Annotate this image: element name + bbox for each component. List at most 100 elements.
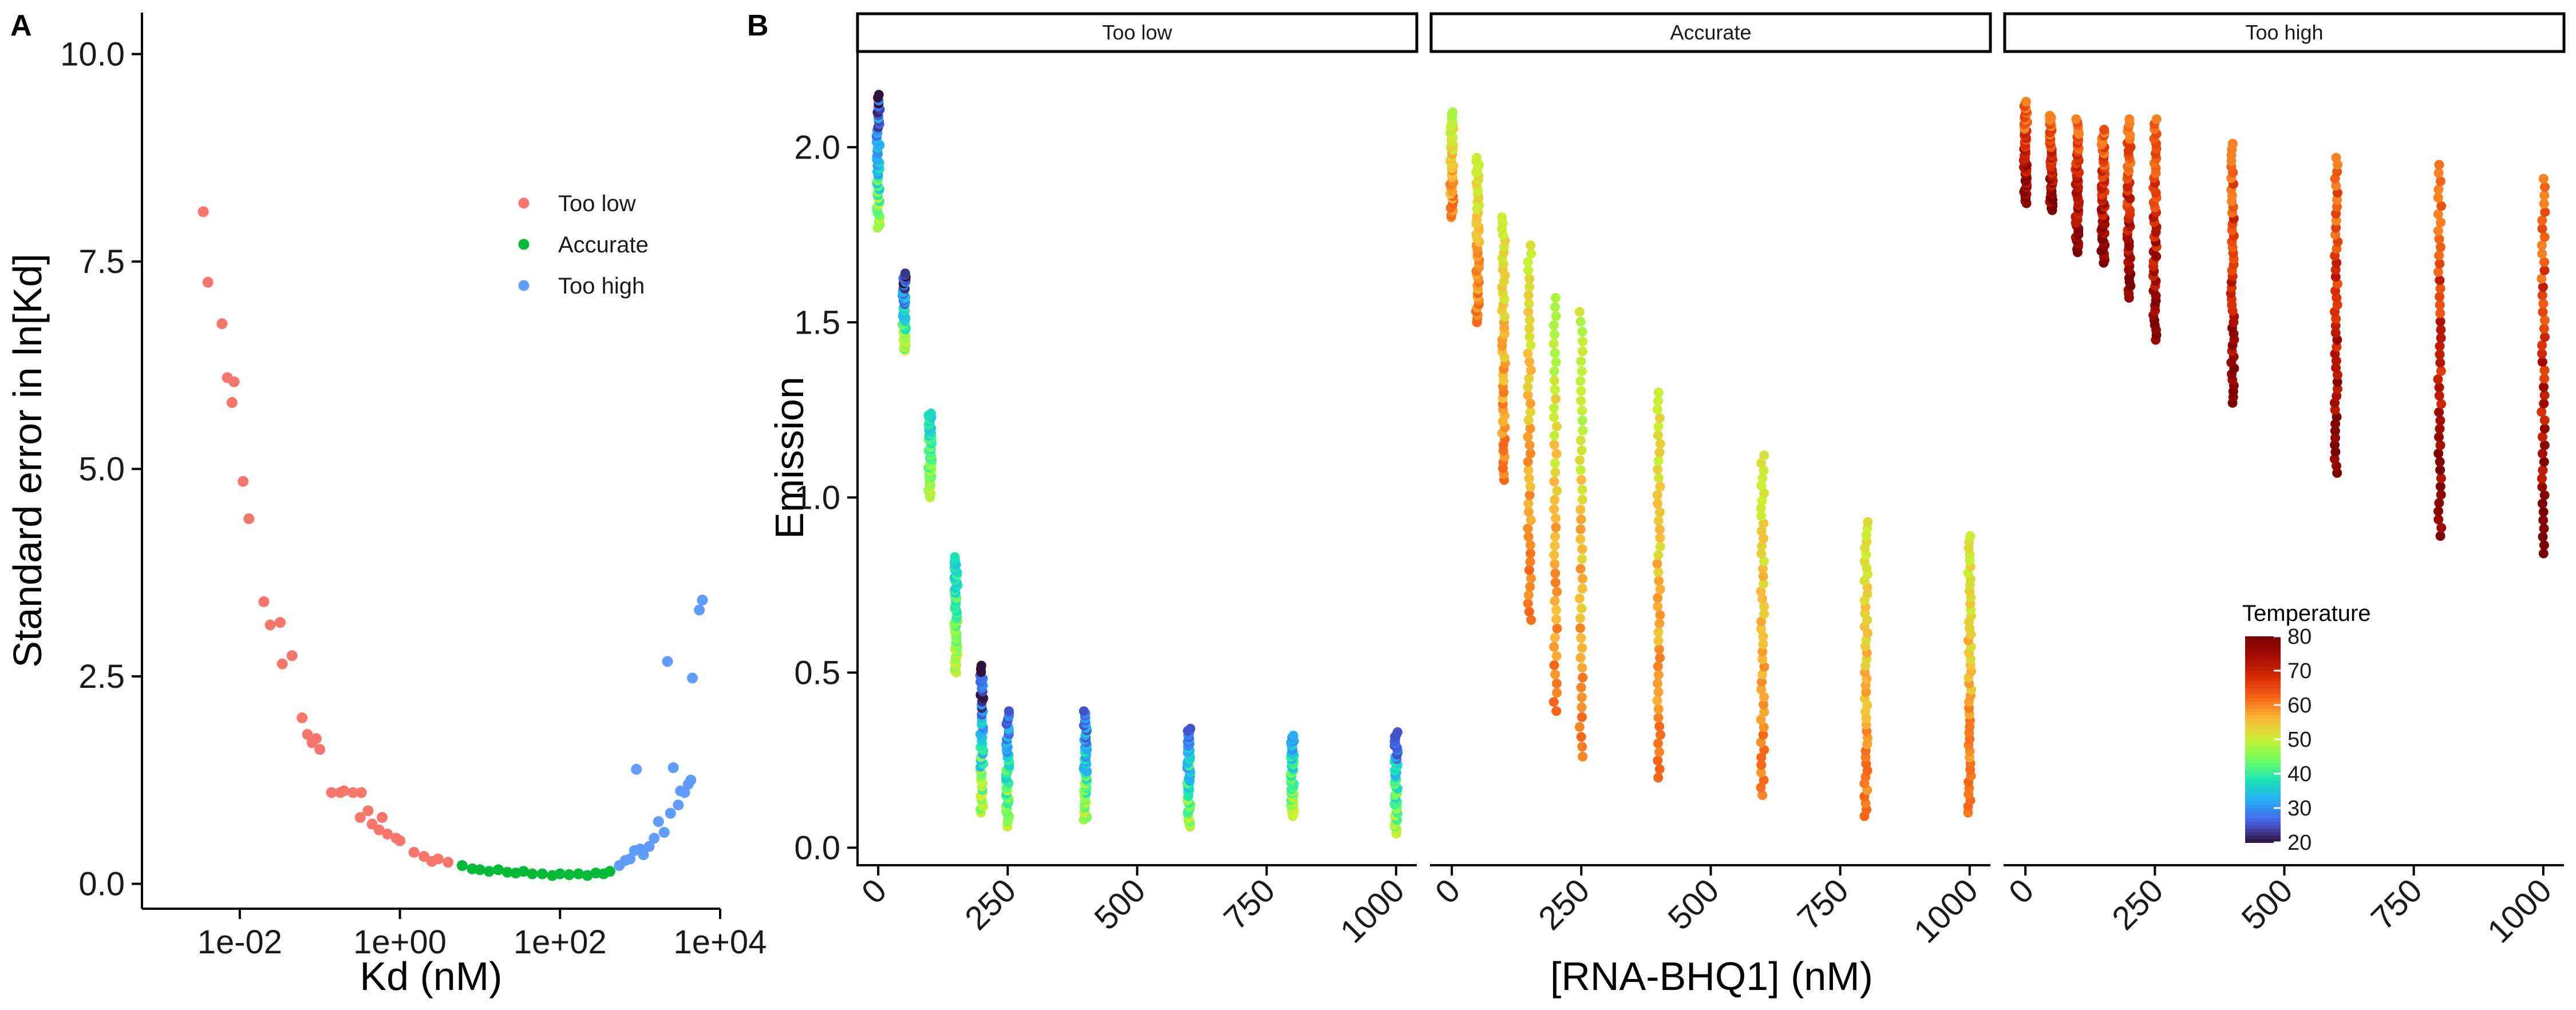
facet-points bbox=[871, 89, 1403, 839]
facet-x-tick-label: 1000 bbox=[1907, 872, 1985, 950]
emission-point bbox=[1551, 706, 1562, 716]
emission-point bbox=[2434, 407, 2444, 417]
emission-point bbox=[1757, 473, 1768, 483]
emission-point bbox=[2435, 423, 2445, 434]
emission-point bbox=[2330, 426, 2340, 436]
emission-point bbox=[2537, 290, 2547, 300]
panel-a-point-too-low-0 bbox=[197, 206, 209, 217]
emission-point bbox=[1078, 706, 1089, 716]
emission-point bbox=[1577, 415, 1587, 426]
facet-strip-label: Too high bbox=[2245, 21, 2323, 44]
emission-point bbox=[1577, 584, 1587, 594]
emission-point bbox=[1525, 557, 1535, 567]
emission-point bbox=[1576, 386, 1586, 396]
panel-a-point-too-high-6 bbox=[638, 849, 649, 861]
facet-strip bbox=[856, 12, 1419, 53]
emission-point bbox=[1549, 430, 1559, 441]
colorbar-segment bbox=[2245, 832, 2281, 836]
colorbar-segment bbox=[2245, 712, 2281, 716]
facet-strip-label: Too low bbox=[1102, 21, 1172, 44]
emission-point bbox=[1756, 526, 1767, 536]
emission-point bbox=[1550, 559, 1560, 569]
emission-point bbox=[1653, 593, 1663, 603]
panel-a-y-tick-label: 5.0 bbox=[78, 451, 125, 488]
emission-point bbox=[1551, 513, 1561, 524]
colorbar-segment bbox=[2245, 715, 2281, 719]
emission-point bbox=[2433, 225, 2443, 236]
facet-x-tick-label: 250 bbox=[2105, 872, 2170, 937]
panel-a-point-too-low-35 bbox=[442, 857, 454, 868]
emission-point bbox=[2435, 292, 2445, 302]
colorbar-segment bbox=[2245, 650, 2281, 654]
emission-point bbox=[2332, 377, 2342, 387]
emission-point bbox=[2021, 97, 2031, 107]
colorbar-segment bbox=[2245, 760, 2281, 764]
emission-point bbox=[1655, 610, 1665, 620]
panel-a-point-too-low-28 bbox=[382, 829, 393, 839]
emission-point bbox=[1523, 532, 1534, 542]
emission-point bbox=[1759, 699, 1769, 710]
emission-point bbox=[1575, 465, 1586, 475]
emission-point bbox=[1551, 394, 1561, 404]
emission-point bbox=[1757, 654, 1768, 664]
emission-point bbox=[2537, 473, 2547, 484]
panel-a-y-tick-label: 0.0 bbox=[78, 866, 125, 903]
emission-point bbox=[2332, 195, 2342, 205]
emission-point bbox=[1524, 332, 1535, 342]
emission-point bbox=[1551, 449, 1562, 459]
emission-point bbox=[1655, 584, 1665, 595]
emission-point bbox=[2539, 374, 2550, 384]
emission-point bbox=[2330, 328, 2341, 338]
panel-a-point-too-low-1 bbox=[202, 276, 214, 288]
colorbar-tick-label: 80 bbox=[2287, 625, 2312, 649]
legend-key-too-high bbox=[518, 280, 530, 291]
emission-point bbox=[2537, 274, 2547, 284]
emission-point bbox=[1549, 366, 1559, 377]
emission-point bbox=[1548, 697, 1559, 707]
emission-point bbox=[1575, 613, 1586, 623]
emission-point bbox=[2539, 382, 2549, 392]
emission-point bbox=[1652, 405, 1662, 415]
emission-point bbox=[1653, 704, 1664, 714]
emission-point bbox=[1653, 498, 1663, 509]
emission-point bbox=[2538, 173, 2549, 184]
colorbar-segment bbox=[2245, 671, 2281, 675]
emission-point bbox=[2433, 184, 2444, 195]
colorbar-segment bbox=[2245, 743, 2281, 747]
panel-a-point-too-low-2 bbox=[216, 318, 228, 330]
emission-point bbox=[1552, 623, 1562, 633]
emission-point bbox=[2537, 498, 2547, 509]
colorbar-tick-label: 20 bbox=[2287, 831, 2312, 855]
emission-point bbox=[1526, 515, 1536, 525]
emission-point bbox=[1526, 365, 1536, 375]
colorbar-segment bbox=[2245, 681, 2281, 685]
colorbar-segment bbox=[2245, 660, 2281, 664]
emission-point bbox=[1756, 510, 1767, 521]
emission-point bbox=[1758, 632, 1768, 642]
emission-point bbox=[1575, 316, 1586, 327]
panel-a-point-too-low-8 bbox=[258, 596, 270, 607]
panel-a-point-too-high-12 bbox=[665, 807, 676, 819]
emission-point bbox=[1655, 533, 1665, 543]
colorbar-segment bbox=[2245, 653, 2281, 658]
emission-point bbox=[2436, 366, 2446, 376]
emission-point bbox=[950, 552, 960, 562]
emission-point bbox=[1578, 573, 1588, 584]
emission-point bbox=[2433, 168, 2444, 178]
emission-point bbox=[1472, 153, 1482, 163]
colorbar-segment bbox=[2245, 750, 2281, 754]
emission-point bbox=[1574, 307, 1585, 317]
emission-point bbox=[1653, 636, 1664, 646]
emission-point bbox=[1655, 653, 1665, 663]
panel-a-x-title: Kd (nM) bbox=[360, 954, 503, 999]
emission-point bbox=[1552, 587, 1562, 597]
colorbar-segment bbox=[2245, 770, 2281, 774]
emission-point bbox=[1550, 568, 1560, 579]
emission-point bbox=[1965, 531, 1976, 541]
emission-point bbox=[2433, 432, 2444, 442]
emission-point bbox=[2435, 457, 2445, 467]
colorbar-segment bbox=[2245, 636, 2281, 640]
emission-point bbox=[1759, 722, 1769, 732]
emission-point bbox=[1759, 609, 1769, 619]
